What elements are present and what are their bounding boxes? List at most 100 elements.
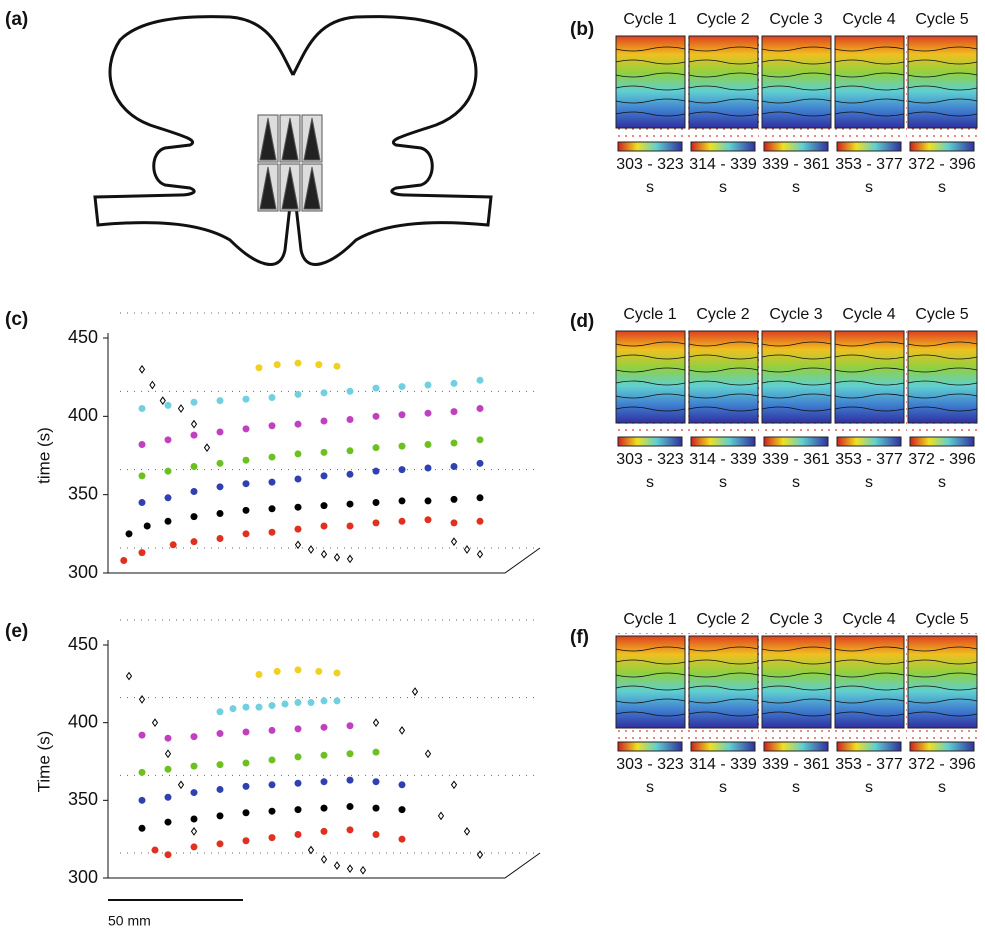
contour: [615, 646, 686, 652]
point: [320, 389, 328, 397]
diamond-point: [149, 380, 156, 390]
point: [216, 397, 224, 405]
diamond-point: [411, 687, 419, 696]
contour: [615, 85, 686, 91]
point: [190, 789, 198, 797]
contour: [761, 367, 832, 373]
cycle-title: Cycle 2: [696, 306, 749, 323]
point: [216, 459, 224, 467]
diamond-point: [203, 443, 211, 453]
point: [138, 768, 146, 776]
isochrone-map: [688, 330, 759, 424]
cycle-title: Cycle 3: [769, 611, 822, 628]
y-tick-label: 400: [68, 711, 98, 731]
isochrone-map: [834, 35, 905, 129]
point: [138, 499, 146, 506]
contour: [761, 711, 832, 717]
cycle-title: Cycle 2: [696, 611, 749, 628]
panel-label: (f): [570, 627, 589, 648]
isochrone-map: [907, 35, 978, 129]
contour: [834, 646, 905, 652]
panel-label: (e): [5, 621, 28, 642]
point: [268, 453, 276, 461]
point: [294, 725, 302, 733]
point: [268, 528, 276, 536]
range-label: 339 - 361: [762, 156, 830, 173]
range-label: 314 - 339: [689, 451, 757, 468]
point: [190, 488, 198, 496]
point: [320, 751, 328, 759]
range-unit: s: [719, 474, 727, 491]
diamond-point: [307, 545, 315, 554]
point: [242, 456, 250, 464]
floor-edge: [108, 547, 541, 574]
contour: [834, 672, 905, 678]
point: [424, 464, 432, 472]
colorbar: [836, 741, 902, 752]
diamond-point: [151, 718, 159, 728]
point: [190, 815, 198, 823]
point: [190, 398, 198, 406]
diamond-point: [463, 545, 471, 554]
contour: [615, 380, 686, 386]
floor-edge: [108, 852, 541, 879]
range-unit: s: [938, 474, 946, 491]
contour: [688, 672, 759, 678]
point: [372, 499, 380, 506]
point: [164, 818, 172, 826]
colorbar: [763, 436, 829, 447]
range-label: 372 - 396: [908, 451, 976, 468]
contour: [761, 406, 832, 412]
diamond-point: [476, 549, 484, 559]
point: [398, 411, 406, 419]
contour: [615, 698, 686, 704]
diamond-point: [450, 780, 458, 790]
contour: [615, 685, 686, 691]
range-unit: s: [938, 779, 946, 796]
contour: [834, 72, 905, 78]
range-unit: s: [719, 779, 727, 796]
contour: [688, 646, 759, 652]
point: [294, 831, 302, 839]
point: [242, 530, 250, 538]
diamond-point: [463, 827, 471, 836]
point: [268, 422, 276, 430]
point: [164, 467, 172, 475]
contour: [761, 46, 832, 52]
isochrone-map: [688, 35, 759, 129]
range-unit: s: [792, 779, 800, 796]
y-axis-title: time (s): [34, 427, 53, 484]
panel-label: (a): [5, 9, 28, 30]
point: [268, 478, 276, 486]
point: [268, 702, 276, 710]
range-label: 353 - 377: [835, 451, 903, 468]
point: [255, 671, 263, 679]
point: [424, 409, 432, 417]
contour: [688, 59, 759, 65]
point: [216, 483, 224, 491]
point: [242, 837, 250, 845]
point: [273, 361, 281, 369]
contour: [907, 59, 978, 65]
contour: [688, 72, 759, 78]
point: [346, 803, 354, 811]
isochrone-map: [761, 330, 832, 424]
point: [346, 387, 354, 395]
point: [372, 748, 380, 756]
point: [320, 804, 328, 812]
point: [268, 756, 276, 764]
point: [242, 782, 250, 790]
contour: [907, 406, 978, 412]
point: [268, 726, 276, 734]
contour: [907, 111, 978, 117]
y-tick-label: 450: [68, 327, 98, 347]
contour: [688, 406, 759, 412]
y-tick-label: 300: [68, 867, 98, 887]
point: [190, 513, 198, 521]
point: [242, 425, 250, 433]
point: [398, 781, 406, 789]
diamond-point: [333, 861, 341, 870]
cycle-title: Cycle 4: [842, 11, 895, 28]
diamond-point: [398, 726, 406, 735]
contour: [615, 98, 686, 104]
